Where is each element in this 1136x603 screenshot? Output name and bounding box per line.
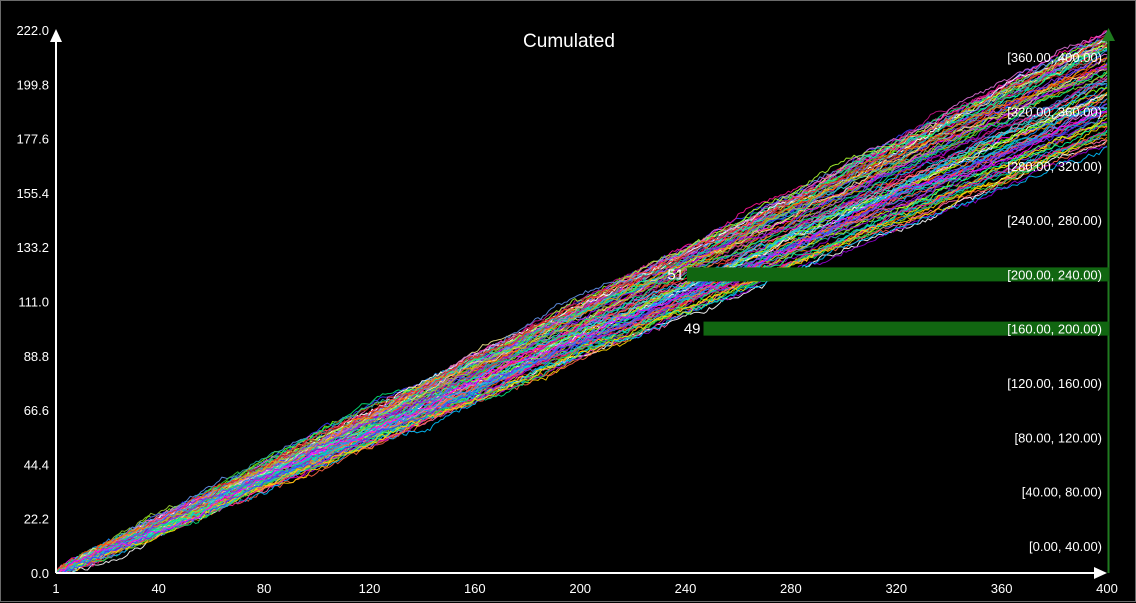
histogram-bin-label: [360.00, 400.00) xyxy=(1007,50,1102,65)
x-tick-label: 320 xyxy=(885,581,907,596)
histogram-bin-label: [40.00, 80.00) xyxy=(1022,485,1102,500)
series-line xyxy=(55,98,1108,574)
series-line xyxy=(55,110,1108,574)
series-lines xyxy=(55,30,1108,574)
y-tick-label: 133.2 xyxy=(16,240,49,255)
y-tick-label: 199.8 xyxy=(16,77,49,92)
histogram-count-label: 49 xyxy=(684,321,701,338)
series-line xyxy=(55,48,1108,572)
x-tick-label: 240 xyxy=(675,581,697,596)
series-line xyxy=(56,106,1108,574)
x-tick-label: 360 xyxy=(991,581,1013,596)
histogram-bin-label: [280.00, 320.00) xyxy=(1007,159,1102,174)
series-line xyxy=(55,76,1108,574)
y-tick-label: 155.4 xyxy=(16,186,49,201)
series-line xyxy=(55,30,1108,574)
y-tick-label: 177.6 xyxy=(16,132,49,147)
histogram-bin-label: [120.00, 160.00) xyxy=(1007,376,1102,391)
histogram-bin-label: [320.00, 360.00) xyxy=(1007,105,1102,120)
end-histogram: [0.00, 40.00) [40.00, 80.00) [80.00, 120.0… xyxy=(667,28,1115,573)
y-tick-label: 0.0 xyxy=(31,566,49,581)
series-line xyxy=(56,110,1108,574)
histogram-bin-label: [160.00, 200.00) xyxy=(1007,322,1102,337)
x-tick-label: 280 xyxy=(780,581,802,596)
y-axis-arrow-icon xyxy=(50,29,62,42)
x-axis-arrow-icon xyxy=(1094,567,1107,579)
histogram-bin-label: [200.00, 240.00) xyxy=(1007,267,1102,282)
histogram-count-label: 51 xyxy=(667,266,684,283)
x-tick-label: 40 xyxy=(151,581,165,596)
series-line xyxy=(55,57,1108,574)
chart-title: Cumulated xyxy=(523,31,615,52)
histogram-bin-label: [80.00, 120.00) xyxy=(1015,430,1102,445)
x-tick-label: 80 xyxy=(257,581,271,596)
x-tick-label: 400 xyxy=(1096,581,1118,596)
x-tick-label: 1 xyxy=(52,581,59,596)
axes: 0.0 22.2 44.4 66.6 88.8 111.0 133.2 155.4 177.6 1… xyxy=(16,23,1117,596)
y-tick-label: 44.4 xyxy=(24,457,49,472)
y-tick-label: 88.8 xyxy=(24,349,49,364)
x-tick-label: 200 xyxy=(569,581,591,596)
series-line xyxy=(55,103,1108,574)
y-tick-label: 222.0 xyxy=(16,23,49,38)
y-tick-label: 22.2 xyxy=(24,512,49,527)
y-tick-label: 111.0 xyxy=(18,295,49,310)
histogram-bin-label: [0.00, 40.00) xyxy=(1029,539,1102,554)
y-tick-label: 66.6 xyxy=(24,403,49,418)
x-tick-label: 120 xyxy=(359,581,381,596)
series-line xyxy=(55,36,1108,573)
histogram-axis-arrow-icon xyxy=(1102,28,1115,41)
histogram-bin-label: [240.00, 280.00) xyxy=(1007,213,1102,228)
x-tick-label: 160 xyxy=(464,581,486,596)
histogram-bar xyxy=(703,321,1109,336)
series-line xyxy=(55,125,1108,574)
histogram-bar xyxy=(687,267,1109,282)
series-line xyxy=(56,71,1108,574)
series-line xyxy=(55,139,1108,574)
